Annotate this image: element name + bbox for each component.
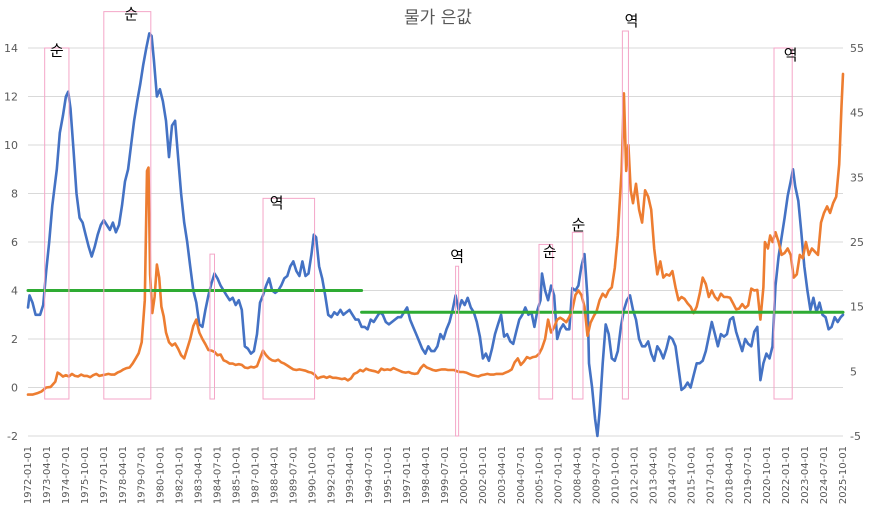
annotation-box bbox=[621, 30, 629, 400]
annotation-label: 역 bbox=[625, 12, 639, 30]
x-tick-label: 1975-10-01 bbox=[80, 446, 91, 504]
x-tick-label: 1974-07-01 bbox=[61, 446, 72, 504]
left-y-tick-label: 6 bbox=[11, 236, 18, 249]
x-tick-label: 1993-04-01 bbox=[345, 446, 356, 504]
annotation-box bbox=[44, 47, 70, 400]
x-tick-label: 2003-04-01 bbox=[497, 446, 508, 504]
x-tick-label: 1977-01-01 bbox=[99, 446, 110, 504]
x-axis: 1972-01-01 1973-04-01 1974-07-01 1975-10-01… bbox=[23, 446, 849, 504]
x-tick-label: 2023-04-01 bbox=[800, 446, 811, 504]
x-tick-label: 1999-07-01 bbox=[440, 446, 451, 504]
annotation-label: 역 bbox=[450, 247, 464, 265]
right-y-tick-label: 35 bbox=[850, 171, 864, 184]
x-tick-label: 1978-04-01 bbox=[118, 446, 129, 504]
x-tick-label: 1997-01-01 bbox=[402, 446, 413, 504]
x-tick-label: 2002-01-01 bbox=[478, 446, 489, 504]
x-tick-label: 1988-04-01 bbox=[269, 446, 280, 504]
left-y-tick-label: 12 bbox=[4, 91, 18, 104]
x-tick-label: 1973-04-01 bbox=[42, 446, 53, 504]
x-tick-label: 1989-07-01 bbox=[288, 446, 299, 504]
left-y-tick-label: 10 bbox=[4, 139, 18, 152]
left-y-tick-label: -2 bbox=[7, 430, 18, 443]
x-tick-label: 1984-07-01 bbox=[213, 446, 224, 504]
x-tick-label: 2000-10-01 bbox=[459, 446, 470, 504]
x-tick-label: 1998-04-01 bbox=[421, 446, 432, 504]
x-tick-label: 2012-01-01 bbox=[630, 446, 641, 504]
left-y-tick-label: 8 bbox=[11, 188, 18, 201]
x-tick-label: 2005-10-01 bbox=[535, 446, 546, 504]
chart-title: 물가 은값 bbox=[404, 8, 472, 28]
right-y-tick-label: 25 bbox=[850, 236, 864, 249]
x-tick-label: 1979-07-01 bbox=[137, 446, 148, 504]
annotation-label: 순 bbox=[543, 243, 557, 261]
x-tick-label: 1990-10-01 bbox=[307, 446, 318, 504]
x-tick-label: 2022-01-01 bbox=[781, 446, 792, 504]
x-tick-label: 2008-04-01 bbox=[573, 446, 584, 504]
x-tick-label: 1994-07-01 bbox=[364, 446, 375, 504]
annotation-box bbox=[209, 253, 216, 400]
left-y-tick-label: 4 bbox=[11, 285, 18, 298]
annotation-label: 순 bbox=[572, 216, 586, 234]
annotation-label: 순 bbox=[50, 41, 64, 59]
x-tick-label: 2018-04-01 bbox=[724, 446, 735, 504]
annotation-box bbox=[103, 11, 152, 400]
right-y-tick-label: 55 bbox=[850, 42, 864, 55]
x-tick-label: 2020-10-01 bbox=[762, 446, 773, 504]
series-line-0 bbox=[26, 32, 845, 438]
annotation-label: 역 bbox=[270, 194, 284, 212]
x-tick-label: 1985-10-01 bbox=[231, 446, 242, 504]
annotation-box bbox=[773, 47, 793, 400]
x-tick-label: 2019-07-01 bbox=[743, 446, 754, 504]
x-tick-label: 2014-07-01 bbox=[667, 446, 678, 504]
right-y-tick-label: -5 bbox=[850, 430, 861, 443]
x-tick-label: 2009-07-01 bbox=[592, 446, 603, 504]
x-tick-label: 2017-01-01 bbox=[705, 446, 716, 504]
x-tick-label: 2024-07-01 bbox=[819, 446, 830, 504]
x-tick-label: 1980-10-01 bbox=[156, 446, 167, 504]
annotation-box bbox=[262, 197, 316, 400]
series-layer bbox=[26, 32, 845, 438]
x-tick-label: 2015-10-01 bbox=[686, 446, 697, 504]
x-tick-label: 2013-04-01 bbox=[648, 446, 659, 504]
series-line-1 bbox=[26, 72, 845, 396]
x-tick-label: 1995-10-01 bbox=[383, 446, 394, 504]
x-tick-label: 1987-01-01 bbox=[250, 446, 261, 504]
annotation-box bbox=[538, 243, 554, 400]
right-y-tick-label: 15 bbox=[850, 301, 864, 314]
left-y-tick-label: 0 bbox=[11, 382, 18, 395]
left-y-tick-label: 2 bbox=[11, 333, 18, 346]
right-y-axis: -5 5 15 25 35 45 55 bbox=[850, 42, 864, 443]
x-tick-label: 1982-01-01 bbox=[175, 446, 186, 504]
left-y-axis: -2 0 2 4 6 8 10 12 14 bbox=[4, 42, 18, 443]
x-tick-label: 1992-01-01 bbox=[326, 446, 337, 504]
annotation-label: 순 bbox=[124, 5, 138, 23]
annotation-box bbox=[455, 265, 460, 437]
x-tick-label: 1983-04-01 bbox=[194, 446, 205, 504]
x-tick-label: 2025-10-01 bbox=[838, 446, 849, 504]
right-y-tick-label: 5 bbox=[850, 365, 857, 378]
x-tick-label: 2010-10-01 bbox=[611, 446, 622, 504]
right-y-tick-label: 45 bbox=[850, 107, 864, 120]
x-tick-label: 1972-01-01 bbox=[23, 446, 34, 504]
annotation-label: 역 bbox=[784, 46, 798, 64]
x-tick-label: 2004-07-01 bbox=[516, 446, 527, 504]
left-y-tick-label: 14 bbox=[4, 42, 18, 55]
x-tick-label: 2007-01-01 bbox=[554, 446, 565, 504]
annotation-box bbox=[571, 231, 584, 400]
